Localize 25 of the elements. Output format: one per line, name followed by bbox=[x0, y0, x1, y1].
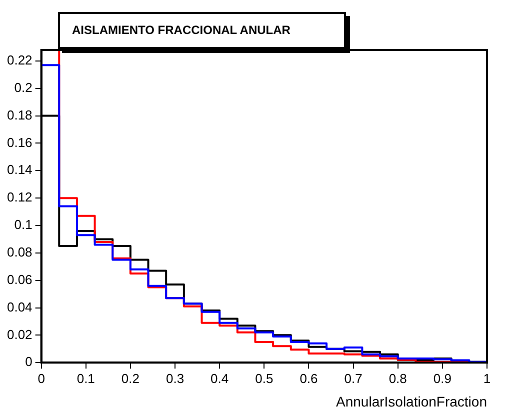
y-tick-label: 0.18 bbox=[6, 107, 32, 122]
x-tick-label: 0.2 bbox=[121, 370, 140, 386]
x-tick-label: 0.6 bbox=[300, 370, 318, 386]
x-tick-label: 0.8 bbox=[388, 370, 407, 386]
y-tick-label: 0.02 bbox=[6, 326, 32, 342]
x-tick-label: 0.3 bbox=[166, 370, 184, 386]
y-tick-label: 0.14 bbox=[6, 162, 32, 178]
x-tick-label: 1 bbox=[483, 370, 491, 386]
x-tick-label: 0.7 bbox=[344, 370, 362, 386]
y-tick-label: 0.12 bbox=[6, 190, 32, 205]
y-tick-label: 0.1 bbox=[14, 217, 32, 232]
y-tick-label: 0.2 bbox=[14, 80, 32, 95]
x-tick-label: 0 bbox=[38, 370, 45, 386]
y-tick-label: 0.06 bbox=[6, 272, 32, 287]
y-tick-label: 0.08 bbox=[6, 244, 32, 260]
y-tick-label: 0.22 bbox=[6, 52, 32, 68]
x-tick-label: 0.4 bbox=[210, 370, 229, 386]
chart-title: AISLAMIENTO FRACCIONAL ANULAR bbox=[58, 12, 346, 49]
x-axis-title: AnnularIsolationFraction bbox=[336, 393, 487, 410]
x-tick-label: 0.9 bbox=[433, 370, 452, 386]
x-tick-label: 0.5 bbox=[255, 370, 274, 386]
y-tick-label: 0.16 bbox=[6, 134, 32, 150]
x-tick-label: 0.1 bbox=[76, 370, 95, 386]
y-tick-label: 0 bbox=[25, 354, 32, 370]
y-tick-label: 0.04 bbox=[6, 299, 32, 314]
